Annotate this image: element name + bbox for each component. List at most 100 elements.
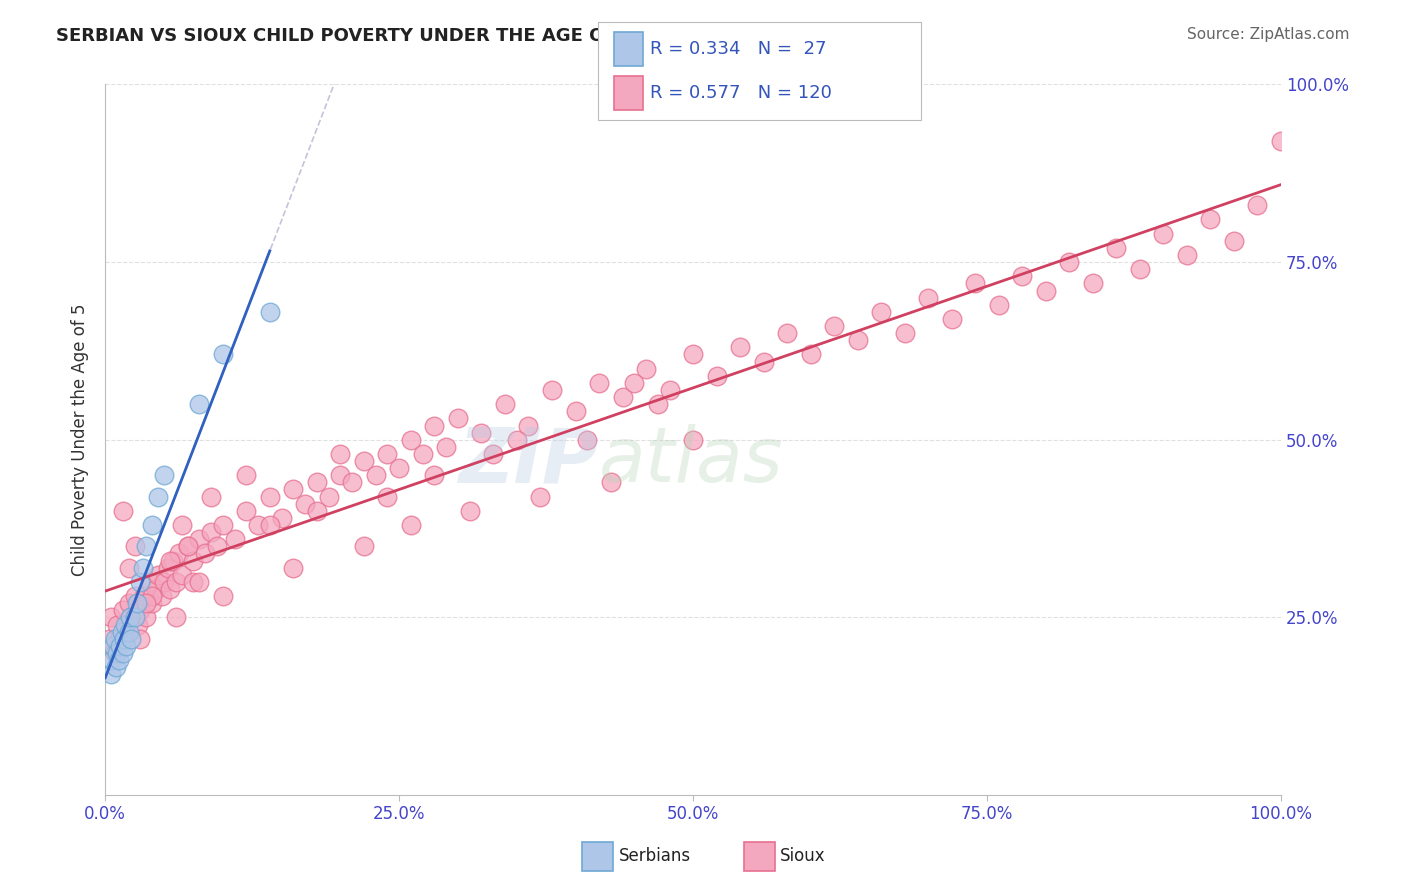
Point [1246,198,1268,212]
Point [114,617,136,632]
Point [156,560,179,574]
Point [211,589,233,603]
Point [965,277,987,291]
Point [132,560,155,574]
Point [388,461,411,475]
Point [870,305,893,319]
Text: R = 0.334   N =  27: R = 0.334 N = 27 [650,40,827,58]
Point [340,475,363,490]
Point [728,340,751,354]
Point [399,518,422,533]
Point [576,433,599,447]
Point [105,617,128,632]
Point [112,632,135,646]
Point [101,653,124,667]
Point [176,539,198,553]
Point [329,447,352,461]
Point [634,361,657,376]
Y-axis label: Child Poverty Under the Age of 5: Child Poverty Under the Age of 5 [72,303,89,576]
Point [115,624,138,639]
Point [120,632,142,646]
Point [706,368,728,383]
Point [188,533,211,547]
Point [917,291,939,305]
Point [165,610,187,624]
Point [118,560,141,574]
Point [541,383,564,397]
Text: ZIP: ZIP [460,424,599,498]
Point [125,596,148,610]
Point [259,490,281,504]
Point [110,639,132,653]
Text: atlas: atlas [599,424,783,498]
Point [104,632,127,646]
Point [129,632,152,646]
Point [517,418,540,433]
Point [211,347,233,361]
Text: Source: ZipAtlas.com: Source: ZipAtlas.com [1187,27,1350,42]
Point [658,383,681,397]
Point [145,582,167,596]
Point [1199,212,1222,227]
Point [364,468,387,483]
Point [682,433,704,447]
Point [1059,255,1081,269]
Point [165,574,187,589]
Text: SERBIAN VS SIOUX CHILD POVERTY UNDER THE AGE OF 5 CORRELATION CHART: SERBIAN VS SIOUX CHILD POVERTY UNDER THE… [56,27,858,45]
Point [1270,134,1292,148]
Point [183,574,205,589]
Point [103,639,125,653]
Point [623,376,645,390]
Point [224,533,246,547]
Point [353,539,375,553]
Point [100,667,122,681]
Point [1152,227,1174,241]
Point [132,589,155,603]
Point [105,646,128,660]
Point [682,347,704,361]
Point [294,497,316,511]
Point [162,553,184,567]
Point [447,411,470,425]
Point [529,490,551,504]
Point [108,653,131,667]
Point [135,596,157,610]
Point [170,567,193,582]
Point [235,468,257,483]
Point [329,468,352,483]
Point [111,603,134,617]
Point [135,539,157,553]
Point [283,483,305,497]
Point [124,589,146,603]
Point [846,333,869,347]
Point [1105,241,1128,255]
Point [318,490,340,504]
Point [377,490,399,504]
Point [124,610,146,624]
Point [823,319,845,334]
Point [305,475,328,490]
Point [458,504,481,518]
Point [423,468,446,483]
Point [104,646,127,660]
Point [259,518,281,533]
Point [987,298,1010,312]
Point [941,312,963,326]
Point [494,397,516,411]
Point [506,433,529,447]
Point [752,354,775,368]
Point [135,610,157,624]
Point [599,475,621,490]
Point [1129,262,1152,277]
Point [159,553,181,567]
Text: Serbians: Serbians [619,847,690,865]
Point [127,617,149,632]
Point [1223,234,1246,248]
Point [470,425,492,440]
Point [564,404,586,418]
Point [377,447,399,461]
Point [170,518,193,533]
Point [482,447,505,461]
Point [153,574,176,589]
Point [141,589,163,603]
